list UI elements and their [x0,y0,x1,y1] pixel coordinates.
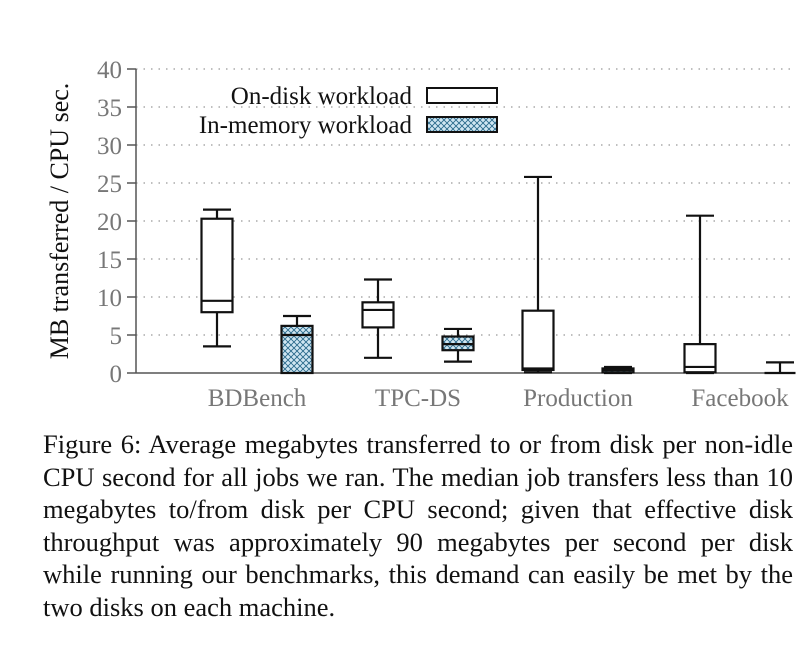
x-tick-label: Facebook [691,385,789,412]
legend-item: In-memory workload [199,112,498,139]
iqr-box [521,309,555,372]
x-tick-label: TPC-DS [375,385,461,412]
legend-swatch [426,87,498,104]
x-tick-label: Production [523,385,633,412]
y-tick-label: 30 [97,133,122,160]
iqr-box [683,343,717,374]
box-on-disk [521,175,555,374]
legend-item: On-disk workload [231,83,498,110]
box-in-memory [280,314,314,375]
y-tick-label: 15 [97,247,122,274]
y-axis-label: MB transferred / CPU sec. [45,83,74,360]
x-tick-label: BDBench [208,385,307,412]
legend-swatch [426,116,498,133]
y-tick-label: 35 [97,95,122,122]
box-in-memory [764,361,796,375]
y-tick-label: 40 [97,57,122,84]
iqr-box [280,324,314,375]
box-on-disk [361,278,395,359]
tick-labels: 0 5 10 15 20 25 30 35 40 BDBench TPC-DS Production F… [97,57,789,412]
chart: 0 5 10 15 20 25 30 35 40 BDBench TPC-DS Production F… [45,57,796,412]
box-in-memory [601,365,635,375]
figure-caption: Figure 6: Average megabytes transferred … [43,429,793,622]
y-tick-label: 25 [97,171,122,198]
boxplot-chart: 0 5 10 15 20 25 30 35 40 BDBench TPC-DS Production F… [45,57,796,412]
y-tick-label: 10 [97,285,122,312]
y-tick-label: 5 [110,323,123,350]
iqr-box [200,217,234,314]
iqr-box [361,301,395,329]
box-on-disk [683,214,717,375]
boxes [200,175,796,375]
box-in-memory [441,327,475,363]
axes [127,68,790,374]
legend-label: On-disk workload [231,83,413,110]
y-tick-label: 20 [97,209,122,236]
legend-label: In-memory workload [199,112,413,139]
box-on-disk [200,208,234,348]
y-tick-label: 0 [110,361,123,388]
